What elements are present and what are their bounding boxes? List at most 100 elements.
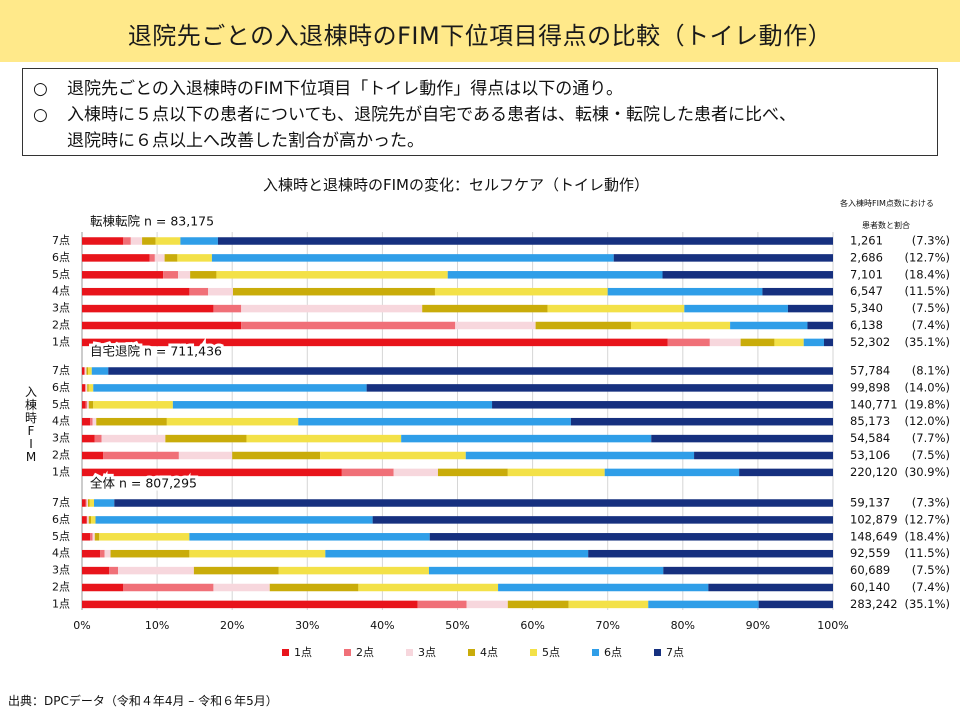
bar-segment: [87, 384, 89, 392]
bar-segment: [82, 321, 242, 330]
bar-segment: [401, 434, 652, 443]
row-percent-label: (7.5%): [912, 448, 950, 462]
legend-label: 3点: [418, 646, 436, 659]
bar-segment: [216, 271, 448, 279]
row-percent-label: (19.8%): [904, 397, 950, 411]
bar-segment: [155, 237, 181, 245]
bar-segment: [82, 367, 85, 375]
y-category-label: 2点: [52, 449, 70, 462]
bar-segment: [341, 468, 394, 477]
bar-segment: [82, 338, 668, 347]
bar-segment: [91, 516, 96, 524]
bar-segment: [99, 533, 190, 541]
row-percent-label: (8.1%): [912, 364, 950, 378]
bar-segment: [101, 434, 166, 443]
bar-segment: [208, 287, 233, 296]
bar-segment: [154, 254, 165, 262]
bar-segment: [82, 401, 86, 409]
y-category-label: 5点: [52, 530, 70, 543]
bar-segment: [428, 566, 664, 575]
bar-segment: [190, 271, 217, 279]
bar-segment: [93, 401, 173, 409]
legend-label: 6点: [604, 646, 622, 659]
bar-segment: [298, 417, 571, 426]
row-percent-label: (14.0%): [904, 380, 950, 394]
bar-segment: [85, 499, 87, 507]
bar-segment: [189, 287, 209, 296]
bar-segment: [325, 549, 589, 558]
bar-segment: [178, 271, 191, 279]
bar-segment: [177, 254, 212, 262]
bar-segment: [739, 468, 833, 477]
x-tick-label: 50%: [445, 619, 469, 632]
note-text-1: 退院先ごとの入退棟時のFIM下位項目「トイレ動作」得点は以下の通り。: [67, 79, 623, 99]
y-category-label: 4点: [52, 415, 70, 428]
bar-segment: [189, 549, 326, 558]
row-count-label: 57,784: [850, 364, 890, 378]
note-line-1: ○ 退院先ごとの入退棟時のFIM下位項目「トイレ動作」得点は以下の通り。: [33, 74, 623, 99]
bar-segment: [85, 384, 86, 392]
bar-segment: [189, 533, 430, 541]
bar-segment: [82, 417, 91, 426]
bar-segment: [213, 304, 242, 313]
row-count-label: 99,898: [850, 380, 890, 394]
legend-swatch: [344, 649, 351, 656]
y-category-label: 5点: [52, 268, 70, 281]
bar-segment: [507, 468, 605, 477]
bar-segment: [667, 338, 710, 347]
bar-segment: [104, 549, 111, 558]
note-text-2: 入棟時に５点以下の患者についても、退院先が自宅である患者は、転棟・転院した患者に…: [67, 105, 796, 125]
bar-segment: [100, 549, 105, 558]
bar-segment: [762, 287, 833, 296]
row-count-label: 60,140: [850, 580, 890, 594]
x-tick-label: 20%: [220, 619, 244, 632]
bar-segment: [109, 566, 119, 575]
bar-segment: [604, 468, 740, 477]
y-category-label: 1点: [52, 597, 70, 610]
y-category-label: 6点: [52, 251, 70, 264]
bar-segment: [241, 304, 423, 313]
bar-segment: [82, 271, 164, 279]
bar-segment: [269, 583, 359, 592]
bar-segment: [86, 367, 89, 375]
bar-segment: [82, 499, 86, 507]
row-percent-label: (12.7%): [904, 512, 950, 526]
bar-segment: [142, 237, 156, 245]
bar-segment: [92, 533, 95, 541]
legend-swatch: [592, 649, 599, 656]
legend-swatch: [282, 649, 289, 656]
bar-segment: [96, 417, 167, 426]
bar-segment: [213, 583, 270, 592]
row-count-label: 52,302: [850, 335, 890, 349]
note-bullet-1: ○: [33, 79, 48, 99]
bar-segment: [393, 468, 438, 477]
bar-segment: [417, 600, 467, 609]
bar-segment: [82, 549, 101, 558]
bar-segment: [568, 600, 649, 609]
bar-segment: [82, 468, 342, 477]
bar-segment: [434, 287, 608, 296]
bar-segment: [651, 434, 833, 443]
row-count-label: 60,689: [850, 563, 890, 577]
bar-segment: [123, 583, 214, 592]
bar-segment: [372, 516, 833, 524]
row-count-label: 6,547: [850, 284, 883, 298]
bar-segment: [429, 533, 833, 541]
y-category-label: 3点: [52, 432, 70, 445]
header-note-line-1: 各入棟時FIM点数における: [840, 199, 934, 208]
bar-segment: [94, 434, 102, 443]
bar-segment: [88, 367, 92, 375]
bar-segment: [178, 451, 233, 460]
bar-segment: [630, 321, 731, 330]
page-title: 退院先ごとの入退棟時のFIM下位項目得点の比較（トイレ動作）: [127, 22, 833, 50]
source-note: 出典：DPCデータ（令和４年4月 – 令和６年5月）: [8, 694, 278, 708]
x-tick-label: 60%: [520, 619, 544, 632]
bar-segment: [648, 600, 759, 609]
x-tick-label: 30%: [295, 619, 319, 632]
bar-segment: [85, 401, 88, 409]
row-count-label: 5,340: [850, 301, 883, 315]
bar-segment: [684, 304, 788, 313]
bar-segment: [87, 516, 89, 524]
bar-segment: [82, 583, 124, 592]
legend-label: 1点: [294, 646, 312, 659]
